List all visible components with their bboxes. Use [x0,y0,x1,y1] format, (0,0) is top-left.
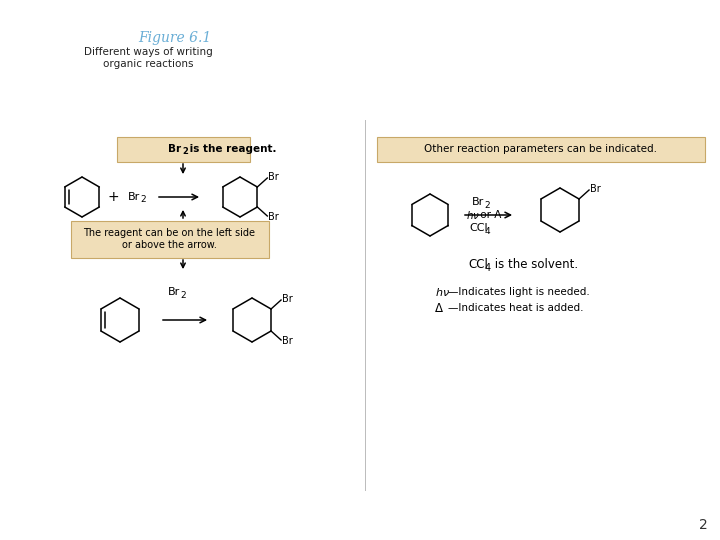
Text: Different ways of writing
organic reactions: Different ways of writing organic reacti… [84,47,212,69]
Text: Br: Br [472,197,485,207]
FancyBboxPatch shape [377,137,704,161]
Text: Br: Br [128,192,140,202]
Text: CCl: CCl [468,259,488,272]
Text: 2: 2 [698,518,707,532]
Text: —Indicates heat is added.: —Indicates heat is added. [448,303,583,313]
FancyBboxPatch shape [71,220,269,258]
Text: Br: Br [269,212,279,222]
Text: Br: Br [269,172,279,182]
Text: $h\nu$: $h\nu$ [435,286,450,298]
Text: Δ: Δ [435,301,443,314]
Text: 2: 2 [180,291,186,300]
Text: Figure 6.1: Figure 6.1 [138,31,212,45]
Text: Br: Br [168,144,181,154]
Text: +: + [107,190,119,204]
Text: 2: 2 [182,147,188,156]
Text: Br: Br [282,294,293,304]
Text: 4: 4 [485,263,491,273]
Text: 2: 2 [484,200,490,210]
Text: Br: Br [168,287,180,297]
Text: $h\nu$: $h\nu$ [466,209,480,221]
Text: —Indicates light is needed.: —Indicates light is needed. [448,287,590,297]
Text: Br: Br [590,184,600,194]
Text: is the reagent.: is the reagent. [186,144,276,154]
Text: or Λ: or Λ [477,210,501,220]
FancyBboxPatch shape [117,137,250,161]
Text: is the solvent.: is the solvent. [491,259,578,272]
Text: 2: 2 [140,195,145,205]
Text: Br: Br [282,336,293,346]
Text: Other reaction parameters can be indicated.: Other reaction parameters can be indicat… [424,144,657,154]
Text: 4: 4 [485,226,490,235]
Text: CCl: CCl [469,223,487,233]
Text: The reagent can be on the left side
or above the arrow.: The reagent can be on the left side or a… [84,228,256,250]
